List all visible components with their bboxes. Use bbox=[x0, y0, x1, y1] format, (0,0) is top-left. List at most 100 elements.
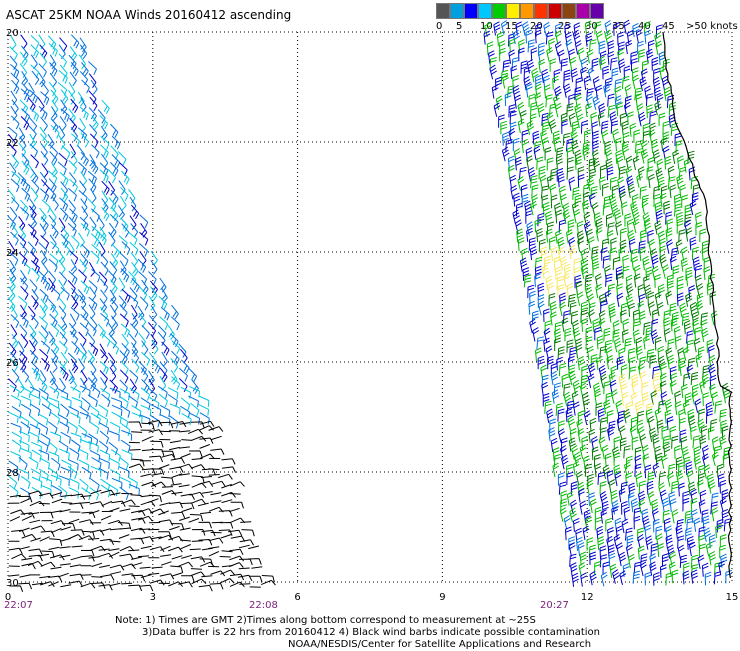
wind-barb bbox=[58, 83, 66, 96]
wind-barb bbox=[191, 499, 205, 504]
wind-barb bbox=[218, 474, 232, 479]
wind-barb bbox=[712, 452, 718, 466]
wind-barb bbox=[70, 209, 78, 222]
wind-barb bbox=[191, 422, 204, 428]
wind-barb bbox=[561, 59, 568, 72]
wind-barb bbox=[19, 547, 30, 550]
wind-barb bbox=[131, 253, 138, 267]
wind-barb bbox=[121, 430, 131, 440]
wind-barb bbox=[19, 216, 25, 230]
wind-barb bbox=[645, 572, 651, 585]
wind-barb bbox=[61, 287, 69, 300]
wind-barb bbox=[527, 156, 533, 170]
wind-barb bbox=[101, 290, 108, 304]
wind-barb bbox=[172, 341, 180, 354]
wind-barb bbox=[99, 565, 110, 567]
wind-barb bbox=[161, 562, 171, 566]
wind-barb bbox=[118, 205, 124, 219]
wind-barb bbox=[121, 564, 135, 569]
wind-barb bbox=[676, 470, 683, 484]
wind-barb bbox=[693, 185, 700, 198]
wind-barb bbox=[230, 574, 244, 580]
wind-barb bbox=[110, 565, 124, 570]
wind-barb bbox=[661, 565, 667, 578]
wind-barb bbox=[574, 209, 580, 223]
wind-barb bbox=[19, 528, 29, 532]
wind-barb bbox=[161, 307, 169, 320]
wind-barb bbox=[49, 44, 57, 57]
wind-barb bbox=[142, 437, 152, 442]
wind-barb bbox=[81, 370, 87, 384]
wind-barb bbox=[58, 573, 68, 577]
wind-barb bbox=[12, 440, 21, 452]
wind-barb bbox=[619, 426, 625, 440]
wind-barb bbox=[588, 237, 594, 251]
wind-barb bbox=[613, 321, 619, 335]
wind-barb bbox=[100, 529, 111, 532]
wind-barb bbox=[71, 433, 81, 443]
wind-barb bbox=[110, 541, 121, 542]
wind-barb bbox=[578, 429, 584, 443]
wind-barb bbox=[29, 83, 35, 97]
wind-barb bbox=[168, 547, 182, 552]
wind-barb bbox=[654, 573, 660, 586]
wind-barb bbox=[592, 58, 598, 71]
wind-barb bbox=[603, 183, 609, 196]
wind-barb bbox=[525, 201, 532, 215]
wind-barb bbox=[159, 520, 173, 526]
wind-barb bbox=[530, 247, 537, 261]
wind-barb bbox=[49, 452, 59, 462]
wind-barb bbox=[142, 325, 150, 339]
wind-barb bbox=[573, 187, 580, 200]
wind-barb bbox=[712, 508, 718, 522]
wind-barb bbox=[569, 94, 575, 107]
wind-barb bbox=[578, 411, 584, 424]
wind-barb bbox=[648, 491, 654, 505]
wind-barb bbox=[58, 162, 66, 175]
wind-barb bbox=[567, 230, 573, 244]
wind-barb bbox=[639, 50, 645, 63]
wind-barb bbox=[100, 344, 106, 358]
wind-barb bbox=[112, 136, 120, 149]
wind-barb bbox=[49, 259, 57, 272]
wind-barb bbox=[68, 460, 78, 471]
wind-barb bbox=[620, 571, 626, 585]
wind-barb bbox=[62, 242, 70, 256]
wind-barb bbox=[242, 530, 255, 537]
wind-barb bbox=[590, 571, 597, 585]
wind-barb bbox=[190, 515, 203, 522]
wind-barb bbox=[648, 416, 654, 430]
wind-barb bbox=[691, 570, 697, 584]
wind-barb bbox=[680, 362, 686, 376]
wind-barb bbox=[132, 563, 143, 566]
wind-barb bbox=[82, 467, 91, 479]
wind-barb bbox=[555, 338, 561, 351]
wind-barb bbox=[21, 334, 28, 348]
wind-barb bbox=[128, 422, 141, 428]
wind-barb bbox=[694, 456, 701, 470]
wind-barb bbox=[261, 580, 275, 585]
wind-barb bbox=[675, 336, 681, 350]
wind-barb bbox=[608, 223, 615, 235]
wind-barb bbox=[81, 575, 92, 576]
wind-barb bbox=[10, 47, 18, 61]
wind-barb bbox=[537, 228, 543, 242]
note-line-2: 3)Data buffer is 22 hrs from 20160412 4)… bbox=[142, 627, 600, 639]
wind-barb bbox=[70, 72, 76, 86]
wind-barb bbox=[122, 574, 136, 580]
latitude-label: 20 bbox=[6, 28, 19, 39]
wind-barb bbox=[659, 401, 666, 414]
wind-barb bbox=[686, 528, 692, 541]
wind-barb bbox=[179, 431, 190, 432]
wind-barb bbox=[69, 488, 79, 499]
wind-barb bbox=[102, 394, 111, 407]
wind-barb bbox=[40, 289, 48, 302]
wind-barb bbox=[130, 538, 144, 544]
wind-barb bbox=[676, 141, 683, 154]
wind-barb bbox=[522, 139, 528, 153]
wind-barb bbox=[181, 494, 195, 500]
wind-barb bbox=[181, 555, 192, 558]
wind-barb bbox=[659, 472, 666, 485]
wind-barb bbox=[560, 256, 567, 270]
wind-barb bbox=[558, 285, 564, 298]
